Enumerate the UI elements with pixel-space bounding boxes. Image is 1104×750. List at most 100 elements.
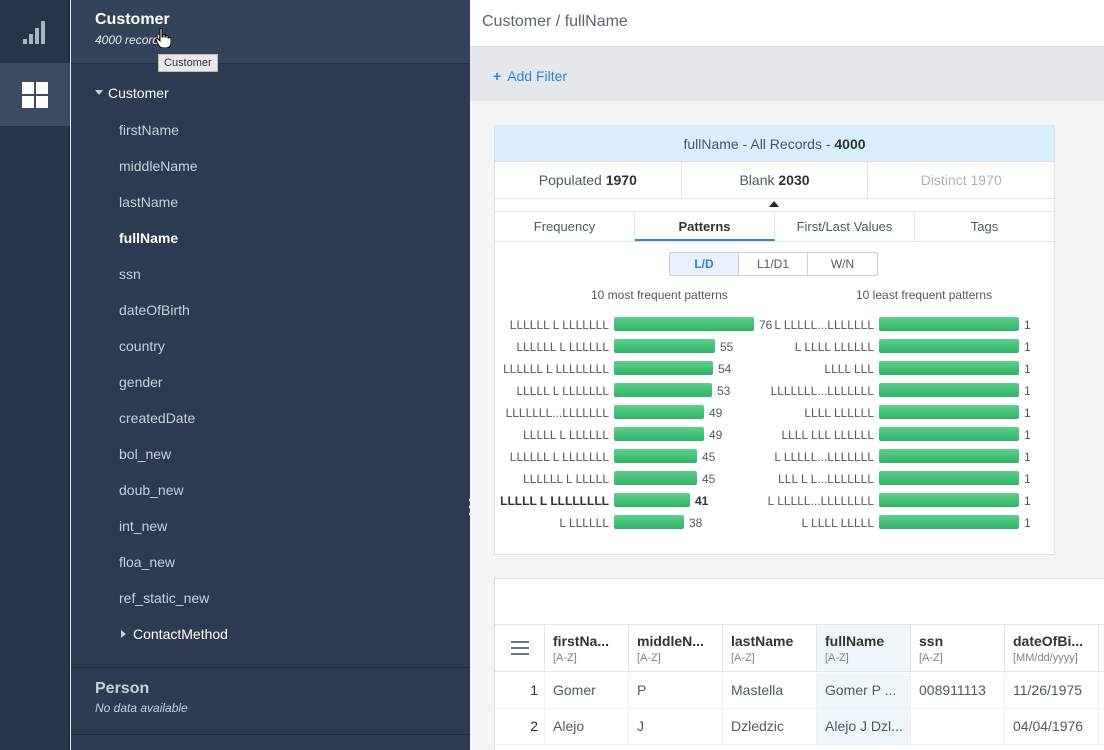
mode-l1d1-button[interactable]: L1/D1 [739,253,808,275]
pattern-label: LLLL LLL LLLLLL [781,428,874,442]
sidebar-item-createddate[interactable]: createdDate [119,410,196,426]
pattern-row[interactable]: L LLLLLL 38 [495,513,1055,535]
table-row[interactable]: 2 Alejo J Dzledzic Alejo J Dzl... 04/04/1976 [495,709,1104,745]
pattern-bar [614,515,684,529]
entity-person[interactable]: Person No data available [71,667,470,750]
sidebar-item-fullname[interactable]: fullName [119,230,179,246]
pattern-row[interactable]: LLLLLLL...LLLLLLL 1 [495,381,1055,403]
column-header[interactable]: ssn [A-Z] [911,625,1005,671]
pattern-row[interactable]: LLLLLL L LLLLL 45 [495,469,1055,491]
pattern-count: 41 [695,494,709,508]
table-row[interactable]: 1 Gomer P Mastella Gomer P ... 008911113 11/26… [495,673,1104,709]
tree-root-customer[interactable]: Customer [71,84,470,101]
stat-blank[interactable]: Blank 2030 [682,162,869,198]
menu-icon[interactable] [495,625,545,671]
sidebar-item-firstname[interactable]: firstName [119,122,179,138]
pattern-row[interactable]: LLLLLL L LLLLLLL 76 [495,315,1055,337]
profile-tabs: Frequency Patterns First/Last Values Tag… [495,211,1054,242]
pattern-label: L LLLL LLLLLL [794,340,874,354]
stat-distinct[interactable]: Distinct 1970 [868,162,1054,198]
plus-icon: + [493,68,502,84]
sidebar-item-middlename[interactable]: middleName [119,158,198,174]
column-header[interactable]: firstNa... [A-Z] [545,625,629,671]
sidebar-item-country[interactable]: country [119,338,165,354]
stat-pointer-row [495,199,1054,211]
stat-populated[interactable]: Populated 1970 [495,162,682,198]
column-header[interactable]: fullName [A-Z] [817,625,911,671]
entity-title: Customer [95,11,170,28]
tree-root-label: Customer [108,84,169,101]
mode-wn-button[interactable]: W/N [830,257,855,271]
pattern-row[interactable]: LLLL LLL LLLLLL 1 [495,425,1055,447]
pattern-bar [614,361,713,375]
pattern-row[interactable]: LLLL LLLLLL 1 [495,403,1055,425]
column-name: firstNa... [553,633,610,649]
pattern-label: LLLL LLL [824,362,874,376]
sidebar-item-dateofbirth[interactable]: dateOfBirth [119,302,190,318]
pattern-label: LLLLL L LLLLLL [523,428,609,442]
pattern-label: LLLLL L LLLLLLL [516,384,609,398]
table-cell: Mastella [723,673,817,708]
entity-header[interactable]: Customer 4000 records Customer [71,0,470,72]
analytics-nav-button[interactable] [0,0,70,63]
pattern-row[interactable]: L LLLL LLLLL 1 [495,513,1055,535]
pattern-row[interactable]: LLLLL L LLLLLLL 53 [495,381,1055,403]
pattern-bar [879,471,1019,485]
pattern-count: 49 [709,428,723,442]
pattern-row[interactable]: LLL L L...LLLLLLL 1 [495,469,1055,491]
column-header[interactable]: dateOfBi... [MM/dd/yyyy] [1005,625,1099,671]
pattern-row[interactable]: L LLLLL...LLLLLLL 1 [495,315,1055,337]
pattern-count: 53 [717,384,731,398]
profile-header-text: fullName - All Records - [683,136,835,152]
pattern-row[interactable]: LLLLLL L LLLLLLL 45 [495,447,1055,469]
tree-group-contactmethod[interactable]: ContactMethod [71,624,470,660]
pattern-bar [879,493,1019,507]
sidebar-item-floa-new[interactable]: floa_new [119,554,176,570]
pattern-row[interactable]: L LLLL LLLLLL 1 [495,337,1055,359]
pattern-bar [614,427,704,441]
table-cell: J [629,709,723,744]
sidebar-item-gender[interactable]: gender [119,374,163,390]
pattern-row[interactable]: LLLLLL L LLLLLLLL 54 [495,359,1055,381]
data-nav-button[interactable] [0,63,70,126]
pattern-row[interactable]: L LLLLL...LLLLLLL 1 [495,447,1055,469]
tab-patterns[interactable]: Patterns [635,212,775,241]
sidebar-item-lastname[interactable]: lastName [119,194,179,210]
column-type: [A-Z] [553,652,577,664]
sidebar-item-bol-new[interactable]: bol_new [119,446,172,462]
least-frequent-title: 10 least frequent patterns [856,288,993,302]
pattern-row[interactable]: LLLLLL L LLLLLL 55 [495,337,1055,359]
add-filter-button[interactable]: + Add Filter [493,68,567,84]
sidebar-item-ssn[interactable]: ssn [119,266,141,282]
pattern-bar [879,317,1019,331]
pattern-row[interactable]: L LLLLL...LLLLLLLL 1 [495,491,1055,513]
table-cell: Dzledzic [723,709,817,744]
pattern-row[interactable]: LLLL LLL 1 [495,359,1055,381]
column-name: middleN... [637,633,704,649]
column-name: fullName [825,633,885,649]
sidebar-item-int-new[interactable]: int_new [119,518,168,534]
pattern-label: LLL L L...LLLLLLL [778,472,874,486]
pattern-count: 1 [1024,340,1031,354]
pattern-row[interactable]: LLLLL L LLLLLL 49 [495,425,1055,447]
profile-header: fullName - All Records - 4000 [495,126,1054,162]
pattern-label: L LLLLL...LLLLLLL [774,318,874,332]
grid-icon [22,81,48,108]
entity-sidebar: Customer 4000 records Customer Customer … [71,0,470,750]
least-frequent-chart: L LLLLL...LLLLLLL 1 L LLLL LLLLLL 1 LLLL LLL… [495,315,1055,535]
pattern-row[interactable]: LLLLL L LLLLLLLL 41 [495,491,1055,513]
pattern-row[interactable]: LLLLLLL...LLLLLLL 49 [495,403,1055,425]
tab-first-last-values[interactable]: First/Last Values [775,212,915,241]
column-header[interactable]: lastName [A-Z] [723,625,817,671]
table-cell [911,709,1005,744]
app-rail [0,0,70,750]
pattern-bar [879,383,1019,397]
pattern-bar [879,515,1019,529]
tab-frequency[interactable]: Frequency [495,212,635,241]
sidebar-item-ref-static-new[interactable]: ref_static_new [119,590,210,606]
mode-ld-button[interactable]: L/D [670,253,739,275]
column-header[interactable]: middleN... [A-Z] [629,625,723,671]
tab-tags[interactable]: Tags [970,219,999,234]
pattern-count: 38 [689,516,703,530]
sidebar-item-doub-new[interactable]: doub_new [119,482,184,498]
